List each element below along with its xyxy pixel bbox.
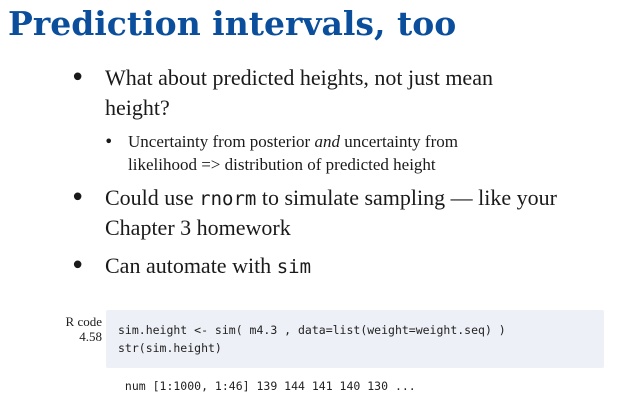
bullet-dot: •: [70, 183, 86, 213]
bullet-dot: •: [70, 63, 86, 93]
bullet-2-line-2: Chapter 3 homework: [105, 215, 291, 240]
r-code-label-text: R code: [65, 314, 102, 329]
bullet-dot: •: [70, 251, 86, 281]
r-code-number: 4.58: [79, 329, 102, 344]
sub-bullet-line-2: likelihood => distribution of predicted …: [128, 155, 436, 174]
code-output: num [1:1000, 1:46] 139 144 141 140 130 .…: [118, 379, 416, 393]
bullet-3-code: sim: [276, 256, 312, 278]
code-block: sim.height <- sim( m4.3 , data=list(weig…: [106, 310, 604, 368]
sub-bullet-dot: •: [104, 132, 114, 151]
code-line-2: str(sim.height): [118, 341, 222, 355]
bullet-3-text: Can automate with: [105, 253, 277, 278]
bullet-1-line-2: height?: [105, 95, 170, 120]
slide-title: Prediction intervals, too: [8, 4, 457, 43]
sub-bullet-text: Uncertainty from posterior: [128, 132, 315, 151]
code-line-1: sim.height <- sim( m4.3 , data=list(weig…: [118, 323, 506, 337]
bullet-2-line-1: Could use rnorm to simulate sampling — l…: [105, 183, 557, 214]
sub-bullet-emphasis: and: [314, 132, 340, 151]
sub-bullet-text-end: uncertainty from: [339, 132, 458, 151]
r-code-label: R code 4.58: [58, 314, 102, 344]
sub-bullet-line-1: Uncertainty from posterior and uncertain…: [128, 130, 458, 153]
bullet-2-code: rnorm: [199, 188, 257, 210]
bullet-3-line-1: Can automate with sim: [105, 251, 311, 282]
bullet-1-line-1: What about predicted heights, not just m…: [105, 65, 493, 90]
bullet-2-text-end: to simulate sampling — like your: [256, 185, 557, 210]
bullet-2-text: Could use: [105, 185, 200, 210]
